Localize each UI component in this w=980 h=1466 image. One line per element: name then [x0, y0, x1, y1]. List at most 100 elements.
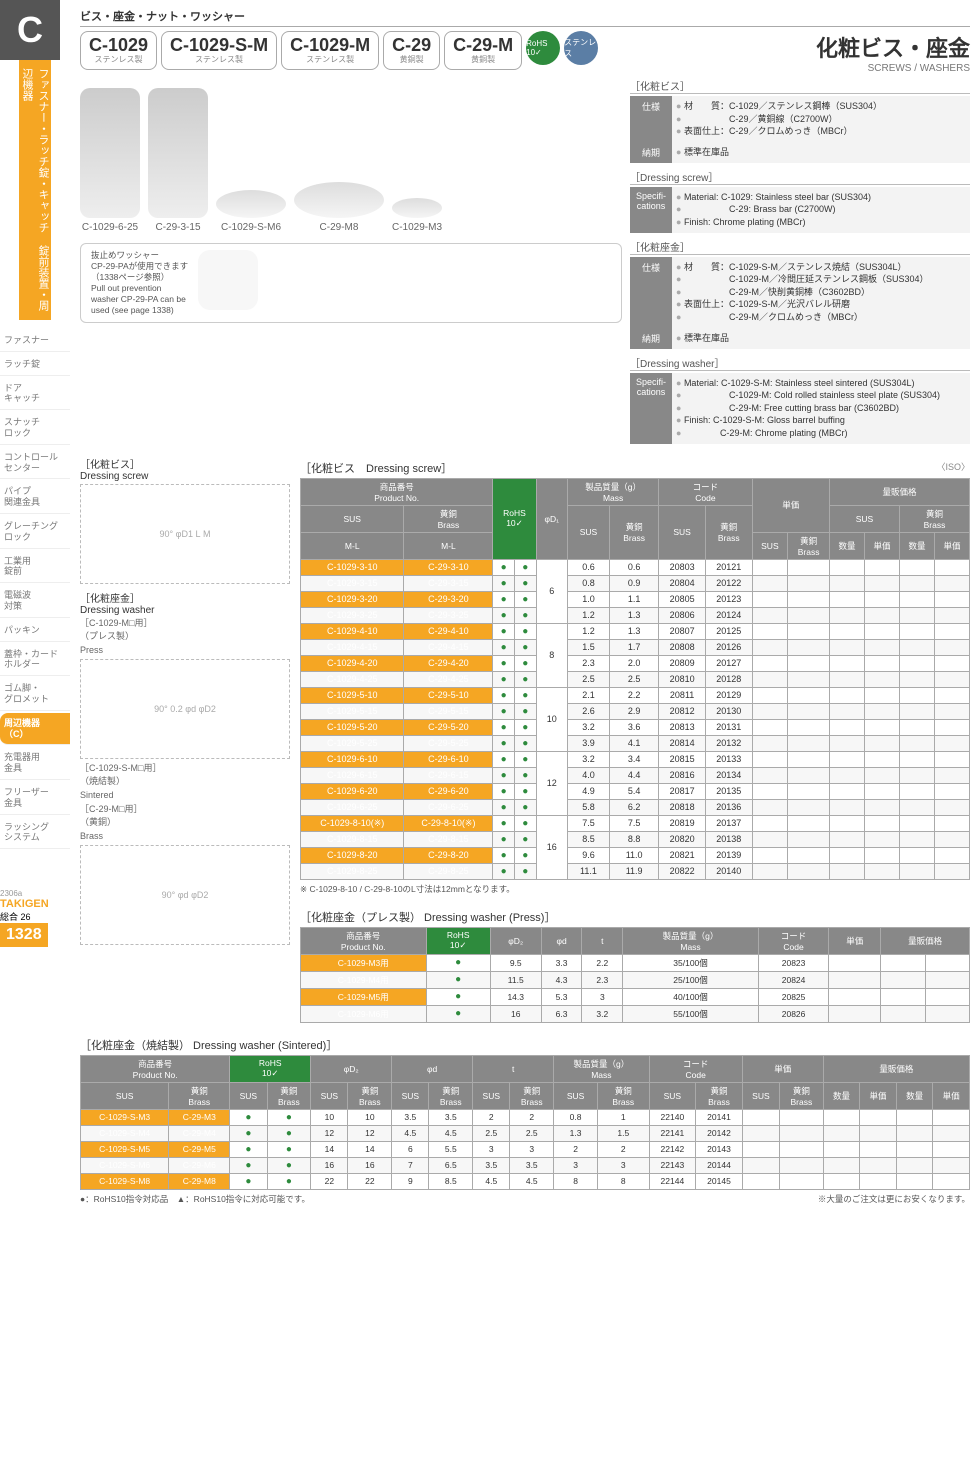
part-code-badge: C-1029ステンレス製: [80, 31, 157, 70]
table-row: C-1029-6-10C-29-6-10123.23.42081520133: [301, 751, 970, 767]
spec-content: 材 質：C-1029-S-M／ステンレス焼結（SUS304L） C-1029-M…: [672, 257, 970, 328]
diagram-subtitle: Press: [80, 645, 290, 657]
spec-label: Specifi- cations: [630, 187, 672, 233]
page-title: 化粧ビス・座金 SCREWS / WASHERS: [816, 31, 970, 74]
part-code-badge: C-29-M黄銅製: [444, 31, 522, 70]
sidebar-item[interactable]: 充電器用 金具: [0, 747, 70, 780]
spec-content: 標準在庫品: [672, 328, 970, 349]
th-code: コード Code: [659, 478, 752, 505]
th-ml: M-L: [301, 532, 404, 559]
table-row: C-1029-S-M6C-29-M6161676.53.53.533221432…: [81, 1157, 970, 1173]
table-row: C-1029-M4用11.54.32.325/100個20824: [301, 971, 970, 988]
table-row: C-1029-5-25C-29-5-253.94.12081420132: [301, 735, 970, 751]
th-brass: 黄銅 Brass: [404, 505, 493, 532]
category-letter: C: [0, 0, 60, 60]
screw-table: 商品番号 Product No. RoHS 10✓ φD₁ 製品質量（g） Ma…: [300, 478, 970, 880]
th-d1: φD₁: [536, 478, 567, 559]
sidebar-item[interactable]: ゴム脚・ グロメット: [0, 678, 70, 711]
washer-note-line: 抜止めワッシャー: [91, 250, 188, 261]
table-row: C-1029-S-M8C-29-M8222298.54.54.588221442…: [81, 1173, 970, 1189]
diagram-subtitle: ［C-29-M□用］: [80, 804, 290, 816]
th-brass: 黄銅 Brass: [899, 505, 969, 532]
th-qty: 数量: [899, 532, 934, 559]
sidebar-item[interactable]: フリーザー 金具: [0, 782, 70, 815]
th-d: φd: [541, 927, 582, 954]
diagram-column: ［化粧ビス］ Dressing screw 90° φD1 L M ［化粧座金］…: [80, 450, 290, 1023]
badges: RoHS 10✓ ステンレス: [526, 31, 598, 65]
th-code: コード Code: [649, 1055, 742, 1082]
sidebar-item[interactable]: ファスナー: [0, 330, 70, 352]
dim-label: φd: [185, 704, 196, 714]
table-row: C-1029-4-25C-29-4-252.52.52081020128: [301, 671, 970, 687]
table-row: C-1029-S-M3C-29-M310103.53.5220.81221402…: [81, 1109, 970, 1125]
washer-note-line: CP-29-PAが使用できます: [91, 261, 188, 272]
diagram-title-en: Dressing screw: [80, 471, 148, 482]
sidebar-item[interactable]: 蓋枠・カード ホルダー: [0, 644, 70, 677]
th-bulk: 量販価格: [823, 1055, 969, 1082]
header-row: C-1029ステンレス製C-1029-S-Mステンレス製C-1029-Mステンレ…: [80, 31, 970, 74]
sidebar-item[interactable]: ドア キャッチ: [0, 378, 70, 411]
th-bulk: 量販価格: [881, 927, 970, 954]
dim-label: φD2: [191, 890, 208, 900]
part-code-badge: C-1029-Mステンレス製: [281, 31, 379, 70]
table-row: C-1029-M6用166.33.255/100個20826: [301, 1005, 970, 1022]
photo-label: C-29-M8: [294, 222, 384, 233]
main-content: ビス・座金・ナット・ワッシャー C-1029ステンレス製C-1029-S-Mステ…: [70, 0, 980, 1215]
photo-label: C-1029-M3: [392, 222, 442, 233]
table-row: C-1029-4-10C-29-4-1081.21.32080720125: [301, 623, 970, 639]
diagram-subtitle: ［C-1029-M□用］: [80, 618, 290, 630]
screw-diagram: 90° φD1 L M: [80, 484, 290, 584]
th-qty: 数量: [830, 532, 865, 559]
th-product-no: 商品番号 Product No.: [301, 478, 493, 505]
spec-label: 仕様: [630, 96, 672, 142]
table-row: C-1029-5-15C-29-5-152.62.92081220130: [301, 703, 970, 719]
part-code-badge: C-29黄銅製: [383, 31, 440, 70]
th-mass: 製品質量（g） Mass: [567, 478, 658, 505]
washer-press-diagram: 90° 0.2 φd φD2: [80, 659, 290, 759]
th-t: t: [582, 927, 623, 954]
diagram-subtitle: ［C-1029-S-M□用］: [80, 763, 290, 775]
sidebar-nav: ファスナーラッチ錠ドア キャッチスナッチ ロックコントロール センターパイプ 関…: [0, 330, 70, 849]
spec-content: 材 質：C-1029／ステンレス鋼棒（SUS304） C-29／黄銅線（C270…: [672, 96, 970, 142]
sidebar-item[interactable]: 工業用 錠前: [0, 551, 70, 584]
table-title: ［化粧座金（プレス製） Dressing washer (Press)］: [300, 912, 555, 924]
th-sus: SUS: [301, 505, 404, 532]
table-row: C-1029-S-M5C-29-M5141465.533222214220143: [81, 1141, 970, 1157]
category-group-title: ファスナー・ラッチ錠・キャッチ 錠前装置・周辺機器: [19, 60, 51, 320]
table-row: C-1029-3-25C-29-3-251.21.32080620124: [301, 607, 970, 623]
sidebar-item[interactable]: 周辺機器 （C）: [0, 713, 70, 746]
sidebar-item[interactable]: グレーチング ロック: [0, 516, 70, 549]
diagram-title: ［化粧座金］: [80, 594, 140, 605]
table-row: C-1029-6-15C-29-6-154.04.42081620134: [301, 767, 970, 783]
sidebar-item[interactable]: パッキン: [0, 620, 70, 642]
product-photo: C-29-3-15: [148, 88, 208, 233]
diagram-subtitle: Brass: [80, 831, 290, 843]
table-row: C-1029-6-20C-29-6-204.95.42081720135: [301, 783, 970, 799]
spec-content: Material: C-1029: Stainless steel bar (S…: [672, 187, 970, 233]
spec-jp-washer: ［化粧座金］ 仕様 材 質：C-1029-S-M／ステンレス焼結（SUS304L…: [630, 239, 970, 349]
sidebar-item[interactable]: パイプ 関連金具: [0, 481, 70, 514]
th-sus: SUS: [752, 532, 788, 559]
sidebar-item[interactable]: ラッシング システム: [0, 817, 70, 850]
table-row: C-1029-5-10C-29-5-10102.12.22081120129: [301, 687, 970, 703]
sidebar-item[interactable]: コントロール センター: [0, 447, 70, 480]
rohs-badge-icon: RoHS 10✓: [526, 31, 560, 65]
table-row: C-1029-8-15C-29-8-158.58.82082020138: [301, 831, 970, 847]
table-row: C-1029-3-10C-29-3-1060.60.62080320121: [301, 559, 970, 575]
th-product-no: 商品番号 Product No.: [81, 1055, 230, 1082]
footer-brand: 2306a TAKIGEN 総合 26 1328: [0, 889, 70, 947]
spec-title: ［化粧ビス］: [630, 78, 970, 94]
bulk-note: ※大量のご注文は更にお安くなります。: [818, 1193, 970, 1205]
table-row: C-1029-8-20C-29-8-209.611.02082120139: [301, 847, 970, 863]
table-row: C-1029-4-20C-29-4-202.32.02080920127: [301, 655, 970, 671]
washer-note-line: washer CP-29-PA can be: [91, 294, 188, 305]
th-mass: 製品質量（g） Mass: [554, 1055, 649, 1082]
th-sus: SUS: [567, 505, 609, 559]
product-photo: C-29-M8: [294, 182, 384, 233]
dim-label: L: [195, 529, 200, 539]
rohs-legend: ●：RoHS10指令対応品 ▲：RoHS10指令に対応可能です。: [80, 1193, 310, 1205]
sidebar-item[interactable]: ラッチ錠: [0, 354, 70, 376]
sidebar-item[interactable]: スナッチ ロック: [0, 412, 70, 445]
table-row: C-1029-M5用14.35.3340/100個20825: [301, 988, 970, 1005]
sidebar-item[interactable]: 電磁波 対策: [0, 585, 70, 618]
